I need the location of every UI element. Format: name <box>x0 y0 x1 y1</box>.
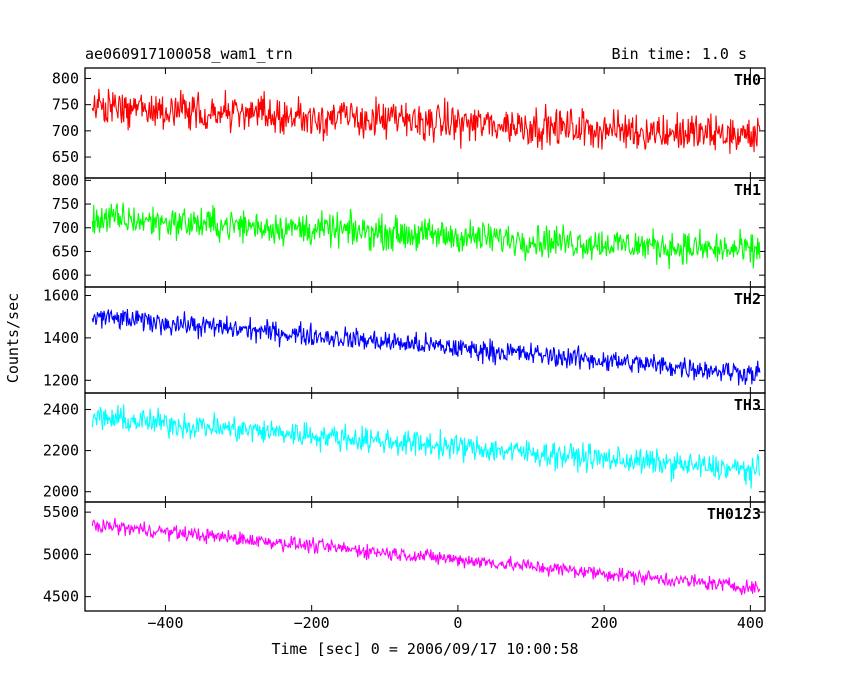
y-tick-label: 1200 <box>43 371 79 389</box>
panel-th1: 600 650 700 750 800 TH1 <box>52 171 766 288</box>
series-line-th1 <box>91 202 761 270</box>
y-tick-label: 800 <box>52 171 79 189</box>
series-label: TH1 <box>734 181 761 199</box>
y-tick-label: 2000 <box>43 483 79 501</box>
panel-th0: 650 700 750 800 TH0 <box>52 67 766 179</box>
series-line-th0123 <box>91 517 761 596</box>
series-line-th0 <box>91 88 761 154</box>
y-tick-label: 700 <box>52 219 79 237</box>
y-tick-label: 650 <box>52 242 79 260</box>
y-tick-label: 800 <box>52 69 79 87</box>
panel-th0123: 4500 5000 5500 TH0123 <box>43 501 766 612</box>
panel-th2: 1200 1400 1600 TH2 <box>43 286 766 394</box>
x-tick-label: −400 <box>147 614 183 632</box>
x-tick-label: 0 <box>453 614 462 632</box>
series-label: TH0123 <box>707 505 761 523</box>
panels-group: 650 700 750 800 TH0 600 650 700 750 800 TH1 1200 140… <box>43 67 766 612</box>
y-tick-label: 5500 <box>43 503 79 521</box>
y-tick-label: 1600 <box>43 286 79 304</box>
y-tick-label: 5000 <box>43 545 79 563</box>
y-tick-label: 2200 <box>43 442 79 460</box>
y-tick-label: 750 <box>52 195 79 213</box>
chart-title: ae060917100058_wam1_trn <box>85 45 293 63</box>
series-label: TH3 <box>734 396 761 414</box>
panel-th3: 2000 2200 2400 TH3 <box>43 392 766 503</box>
series-line-th2 <box>91 309 761 386</box>
y-tick-label: 650 <box>52 148 79 166</box>
x-axis: −400 −200 0 200 400 <box>147 614 764 632</box>
series-line-th3 <box>91 404 761 489</box>
x-tick-label: 400 <box>737 614 764 632</box>
y-tick-label: 4500 <box>43 588 79 606</box>
y-tick-label: 750 <box>52 96 79 114</box>
y-tick-label: 600 <box>52 266 79 284</box>
series-label: TH0 <box>734 71 761 89</box>
bin-time-label: Bin time: 1.0 s <box>612 45 747 63</box>
y-axis-label: Counts/sec <box>4 293 22 383</box>
y-tick-label: 1400 <box>43 329 79 347</box>
x-tick-label: −200 <box>294 614 330 632</box>
panel-frame <box>84 501 766 612</box>
x-tick-label: 200 <box>591 614 618 632</box>
y-tick-label: 700 <box>52 122 79 140</box>
series-label: TH2 <box>734 290 761 308</box>
x-axis-label: Time [sec] 0 = 2006/09/17 10:00:58 <box>271 640 578 658</box>
y-tick-label: 2400 <box>43 400 79 418</box>
